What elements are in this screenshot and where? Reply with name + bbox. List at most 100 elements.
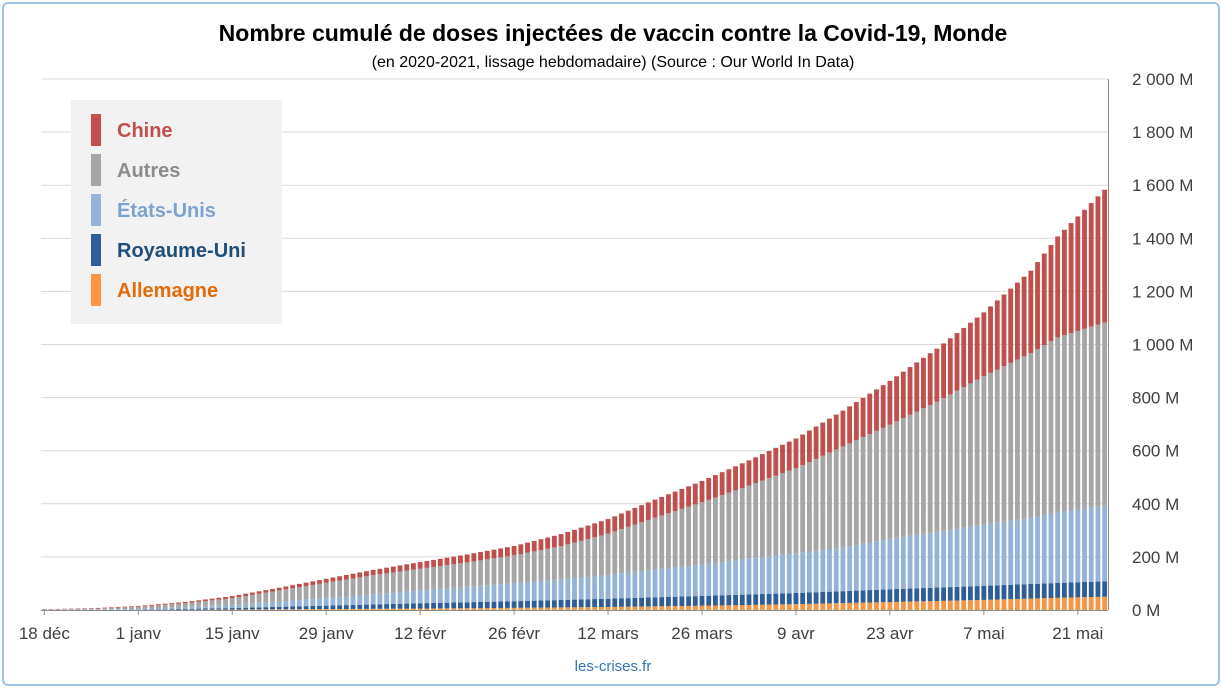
bar-segment	[954, 390, 960, 529]
bar-segment	[753, 604, 759, 610]
bar-segment	[343, 605, 349, 609]
bar-segment	[612, 531, 618, 575]
bar-segment	[236, 609, 242, 610]
bar-segment	[209, 598, 215, 601]
bar-segment	[330, 605, 336, 610]
bar-segment	[296, 609, 302, 610]
bar-segment	[1041, 253, 1047, 346]
bar-segment	[699, 564, 705, 596]
bar-segment	[921, 357, 926, 409]
bar-segment	[431, 589, 436, 603]
bar-segment	[531, 551, 537, 582]
bar-segment	[652, 606, 658, 610]
bar-segment	[645, 502, 651, 520]
bar-segment	[988, 599, 993, 610]
bar-segment	[934, 531, 940, 588]
bar-segment	[659, 515, 665, 569]
bar-segment	[538, 600, 544, 608]
bar-segment	[659, 496, 665, 516]
bar-segment	[95, 607, 101, 609]
bar-segment	[1075, 330, 1081, 510]
bar-segment	[357, 595, 363, 605]
bar-segment	[739, 605, 745, 610]
bar-segment	[102, 607, 108, 609]
bar-segment	[860, 437, 866, 544]
bar-segment	[1102, 505, 1108, 582]
bar-segment	[149, 605, 155, 609]
bar-segment	[874, 589, 879, 603]
bar-segment	[1028, 517, 1034, 584]
bar-segment	[417, 590, 423, 604]
bar-segment	[619, 606, 624, 610]
bar-segment	[860, 543, 866, 591]
bar-segment	[1028, 598, 1034, 610]
bar-segment	[196, 606, 202, 609]
bar-segment	[323, 598, 329, 606]
bar-segment	[390, 566, 396, 573]
bar-segment	[310, 609, 316, 610]
bar-segment	[377, 568, 383, 575]
bar-segment	[411, 603, 416, 609]
bar-segment	[1082, 209, 1087, 329]
bar-segment	[800, 434, 806, 466]
bar-segment	[947, 600, 953, 610]
bar-segment	[894, 589, 900, 602]
bar-segment	[384, 593, 390, 605]
bar-segment	[813, 592, 819, 604]
bar-segment	[961, 327, 967, 388]
bar-segment	[746, 604, 752, 610]
bar-segment	[511, 583, 517, 602]
bar-segment	[867, 542, 873, 591]
bar-segment	[330, 581, 336, 598]
bar-segment	[1048, 583, 1054, 598]
y-tick-label: 2 000 M	[1132, 70, 1193, 89]
bar-segment	[666, 494, 671, 514]
bar-segment	[880, 385, 886, 428]
bar-segment	[498, 548, 504, 558]
bar-segment	[343, 574, 349, 580]
bar-segment	[692, 596, 698, 606]
bar-segment	[786, 470, 792, 554]
bar-segment	[766, 451, 772, 479]
bar-segment	[216, 608, 222, 610]
bar-segment	[800, 552, 806, 593]
bar-segment	[122, 607, 128, 610]
bar-segment	[404, 570, 410, 592]
bar-segment	[921, 408, 926, 534]
bar-segment	[471, 602, 477, 609]
bar-segment	[793, 553, 799, 594]
bar-segment	[236, 607, 242, 610]
bar-segment	[806, 603, 812, 610]
bar-segment	[1088, 581, 1094, 598]
bar-segment	[1001, 521, 1007, 586]
bar-segment	[927, 587, 933, 602]
bar-segment	[283, 606, 289, 610]
bar-segment	[880, 602, 886, 610]
legend-label: Chine	[117, 120, 173, 142]
bar-segment	[464, 602, 470, 609]
bar-segment	[209, 608, 215, 610]
bar-segment	[968, 322, 973, 384]
bar-segment	[1041, 345, 1047, 516]
bar-segment	[968, 600, 973, 610]
bar-segment	[968, 526, 973, 587]
bar-segment	[270, 588, 275, 592]
bar-segment	[518, 601, 524, 608]
bar-segment	[921, 601, 926, 610]
bar-segment	[800, 465, 806, 553]
bar-segment	[1048, 341, 1054, 514]
bar-segment	[699, 502, 705, 565]
bar-segment	[182, 603, 188, 608]
bar-segment	[968, 383, 973, 527]
bar-segment	[974, 525, 980, 587]
bar-segment	[853, 590, 859, 603]
bar-segment	[612, 574, 618, 599]
bar-segment	[216, 599, 222, 606]
bar-segment	[330, 577, 336, 582]
bar-segment	[820, 603, 826, 610]
bar-segment	[270, 591, 275, 602]
bar-segment	[780, 604, 785, 610]
bar-segment	[954, 600, 960, 610]
bar-segment	[947, 338, 953, 395]
bar-segment	[357, 572, 363, 578]
